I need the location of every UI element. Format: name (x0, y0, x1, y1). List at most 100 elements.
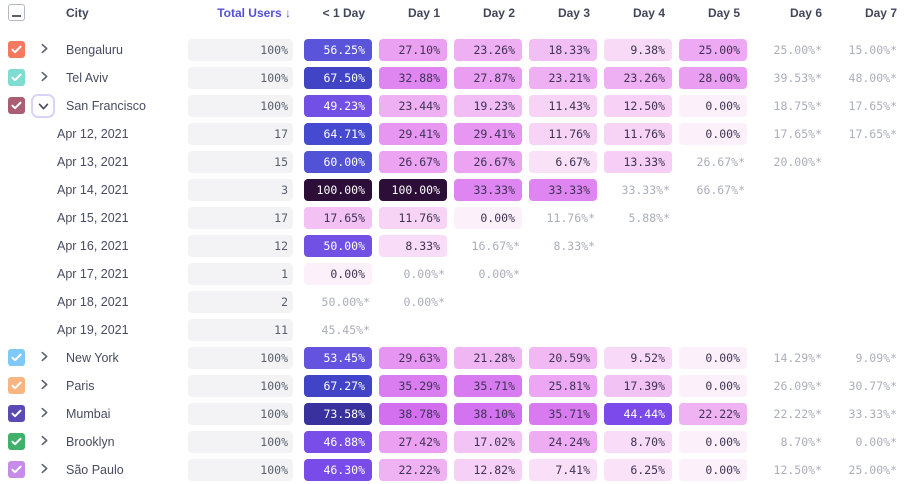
collapse-toggle[interactable] (31, 94, 55, 118)
retention-cell[interactable]: 33.33%* (848, 407, 897, 421)
column-header-day-1[interactable]: Day 1 (407, 6, 440, 20)
retention-cell[interactable]: 20.59% (529, 347, 597, 369)
retention-cell[interactable]: 14.29%* (773, 351, 822, 365)
retention-cell[interactable]: 38.10% (454, 403, 522, 425)
retention-cell[interactable]: 26.67%* (696, 155, 745, 169)
retention-cell[interactable]: 26.67% (379, 151, 447, 173)
expand-toggle[interactable] (36, 350, 52, 366)
retention-cell[interactable]: 35.29% (379, 375, 447, 397)
retention-cell[interactable]: 38.78% (379, 403, 447, 425)
column-header-city[interactable]: City (66, 6, 89, 20)
retention-cell[interactable]: 0.00%* (855, 435, 897, 449)
retention-cell[interactable]: 67.27% (304, 375, 372, 397)
retention-cell[interactable]: 46.88% (304, 431, 372, 453)
retention-cell[interactable]: 0.00%* (478, 267, 520, 281)
retention-cell[interactable]: 17.65%* (848, 127, 897, 141)
retention-cell[interactable]: 9.38% (604, 39, 672, 61)
retention-cell[interactable]: 30.77%* (848, 379, 897, 393)
retention-cell[interactable]: 66.67%* (696, 183, 745, 197)
retention-cell[interactable]: 23.44% (379, 95, 447, 117)
retention-cell[interactable]: 11.43% (529, 95, 597, 117)
row-checkbox[interactable] (8, 41, 25, 58)
retention-cell[interactable]: 8.70% (604, 431, 672, 453)
retention-cell[interactable]: 22.22%* (773, 407, 822, 421)
retention-cell[interactable]: 17.39% (604, 375, 672, 397)
retention-cell[interactable]: 60.00% (304, 151, 372, 173)
retention-cell[interactable]: 0.00%* (403, 267, 445, 281)
retention-cell[interactable]: 56.25% (304, 39, 372, 61)
retention-cell[interactable]: 22.22% (679, 403, 747, 425)
retention-cell[interactable]: 29.63% (379, 347, 447, 369)
retention-cell[interactable]: 35.71% (529, 403, 597, 425)
retention-cell[interactable]: 8.70%* (780, 435, 822, 449)
retention-cell[interactable]: 19.23% (454, 95, 522, 117)
retention-cell[interactable]: 64.71% (304, 123, 372, 145)
retention-cell[interactable]: 23.26% (454, 39, 522, 61)
retention-cell[interactable]: 17.65%* (848, 99, 897, 113)
retention-cell[interactable]: 11.76%* (546, 211, 595, 225)
retention-cell[interactable]: 18.33% (529, 39, 597, 61)
expand-toggle[interactable] (36, 462, 52, 478)
retention-cell[interactable]: 33.33%* (621, 183, 670, 197)
retention-cell[interactable]: 33.33% (529, 179, 597, 201)
retention-cell[interactable]: 6.67% (529, 151, 597, 173)
column-header-day-0[interactable]: < 1 Day (322, 6, 365, 20)
row-checkbox[interactable] (8, 433, 25, 450)
retention-cell[interactable]: 39.53%* (773, 71, 822, 85)
expand-toggle[interactable] (36, 434, 52, 450)
retention-cell[interactable]: 45.45%* (321, 323, 370, 337)
retention-cell[interactable]: 46.30% (304, 459, 372, 481)
retention-cell[interactable]: 0.00% (679, 431, 747, 453)
expand-toggle[interactable] (36, 378, 52, 394)
row-checkbox[interactable] (8, 349, 25, 366)
retention-cell[interactable]: 25.00% (679, 39, 747, 61)
retention-cell[interactable]: 0.00% (679, 123, 747, 145)
row-checkbox[interactable] (8, 69, 25, 86)
retention-cell[interactable]: 7.41% (529, 459, 597, 481)
retention-cell[interactable]: 8.33% (379, 235, 447, 257)
retention-cell[interactable]: 27.42% (379, 431, 447, 453)
retention-cell[interactable]: 24.24% (529, 431, 597, 453)
retention-cell[interactable]: 67.50% (304, 67, 372, 89)
retention-cell[interactable]: 26.09%* (773, 379, 822, 393)
row-checkbox[interactable] (8, 377, 25, 394)
retention-cell[interactable]: 29.41% (379, 123, 447, 145)
row-checkbox[interactable] (8, 461, 25, 478)
column-header-day-2[interactable]: Day 2 (482, 6, 515, 20)
expand-toggle[interactable] (36, 42, 52, 58)
retention-cell[interactable]: 53.45% (304, 347, 372, 369)
retention-cell[interactable]: 0.00% (454, 207, 522, 229)
row-checkbox[interactable] (8, 97, 25, 114)
retention-cell[interactable]: 50.00% (304, 235, 372, 257)
retention-cell[interactable]: 8.33%* (553, 239, 595, 253)
retention-cell[interactable]: 49.23% (304, 95, 372, 117)
column-header-day-3[interactable]: Day 3 (557, 6, 590, 20)
retention-cell[interactable]: 12.50%* (773, 463, 822, 477)
retention-cell[interactable]: 48.00%* (848, 71, 897, 85)
retention-cell[interactable]: 12.50% (604, 95, 672, 117)
retention-cell[interactable]: 29.41% (454, 123, 522, 145)
retention-cell[interactable]: 44.44% (604, 403, 672, 425)
retention-cell[interactable]: 33.33% (454, 179, 522, 201)
expand-toggle[interactable] (36, 70, 52, 86)
column-header-total-users[interactable]: Total Users ↓ (217, 6, 291, 20)
retention-cell[interactable]: 32.88% (379, 67, 447, 89)
retention-cell[interactable]: 17.65% (304, 207, 372, 229)
column-header-day-6[interactable]: Day 6 (789, 6, 822, 20)
retention-cell[interactable]: 5.88%* (628, 211, 670, 225)
retention-cell[interactable]: 0.00% (679, 347, 747, 369)
retention-cell[interactable]: 23.21% (529, 67, 597, 89)
retention-cell[interactable]: 20.00%* (773, 155, 822, 169)
select-all-checkbox[interactable] (8, 4, 25, 21)
row-checkbox[interactable] (8, 405, 25, 422)
retention-cell[interactable]: 15.00%* (848, 43, 897, 57)
column-header-day-7[interactable]: Day 7 (864, 6, 897, 20)
retention-cell[interactable]: 0.00% (679, 375, 747, 397)
retention-cell[interactable]: 0.00% (304, 263, 372, 285)
retention-cell[interactable]: 17.02% (454, 431, 522, 453)
retention-cell[interactable]: 11.76% (379, 207, 447, 229)
retention-cell[interactable]: 25.00%* (848, 463, 897, 477)
column-header-day-5[interactable]: Day 5 (707, 6, 740, 20)
retention-cell[interactable]: 0.00% (679, 459, 747, 481)
retention-cell[interactable]: 9.09%* (855, 351, 897, 365)
